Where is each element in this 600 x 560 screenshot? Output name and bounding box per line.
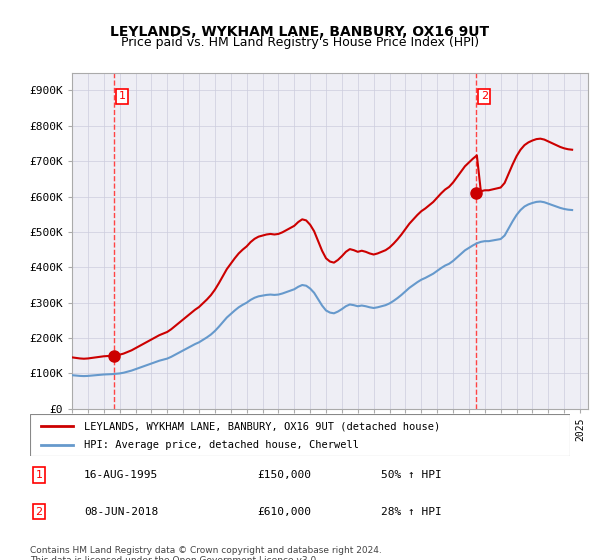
Text: 08-JUN-2018: 08-JUN-2018 — [84, 507, 158, 517]
Text: £610,000: £610,000 — [257, 507, 311, 517]
Text: Price paid vs. HM Land Registry's House Price Index (HPI): Price paid vs. HM Land Registry's House … — [121, 36, 479, 49]
Text: Contains HM Land Registry data © Crown copyright and database right 2024.
This d: Contains HM Land Registry data © Crown c… — [30, 546, 382, 560]
Text: 2: 2 — [481, 91, 488, 101]
Text: 28% ↑ HPI: 28% ↑ HPI — [381, 507, 442, 517]
Text: 50% ↑ HPI: 50% ↑ HPI — [381, 470, 442, 480]
Text: 16-AUG-1995: 16-AUG-1995 — [84, 470, 158, 480]
FancyBboxPatch shape — [30, 414, 570, 456]
Text: £150,000: £150,000 — [257, 470, 311, 480]
Text: LEYLANDS, WYKHAM LANE, BANBURY, OX16 9UT: LEYLANDS, WYKHAM LANE, BANBURY, OX16 9UT — [110, 25, 490, 39]
Text: 1: 1 — [35, 470, 43, 480]
Text: 1: 1 — [118, 91, 125, 101]
Text: LEYLANDS, WYKHAM LANE, BANBURY, OX16 9UT (detached house): LEYLANDS, WYKHAM LANE, BANBURY, OX16 9UT… — [84, 421, 440, 431]
Text: HPI: Average price, detached house, Cherwell: HPI: Average price, detached house, Cher… — [84, 440, 359, 450]
Text: 2: 2 — [35, 507, 43, 517]
